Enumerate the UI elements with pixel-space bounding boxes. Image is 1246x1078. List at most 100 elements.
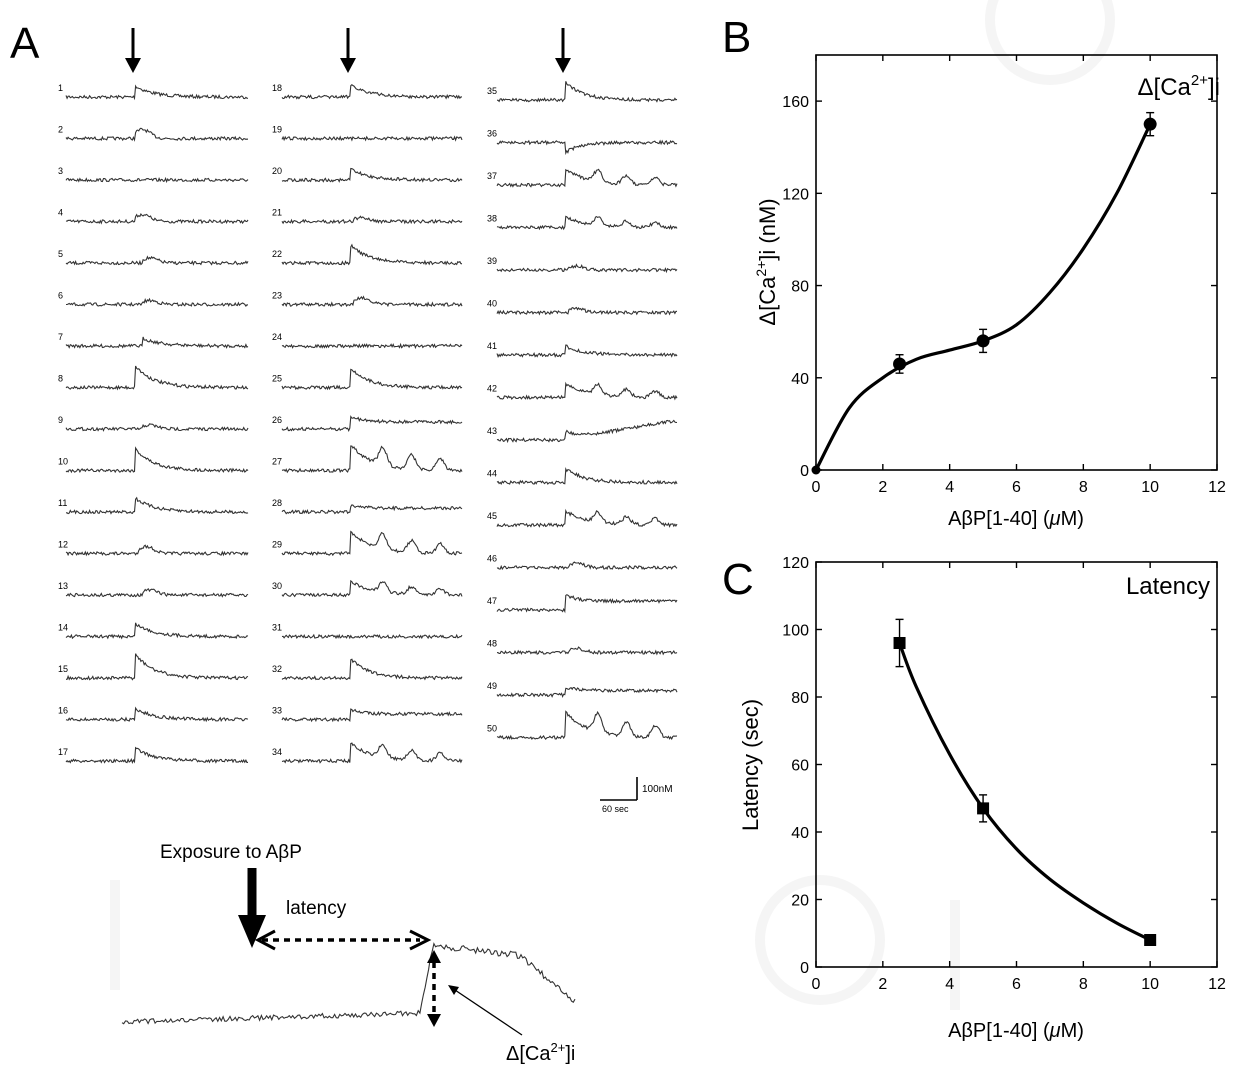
x-tick-label: 2 bbox=[878, 479, 887, 496]
trace-line bbox=[65, 746, 248, 765]
chart-c-x-axis-label: AβP[1-40] (μM) bbox=[948, 1020, 1084, 1042]
trace-label: 26 bbox=[272, 415, 282, 425]
y-tick-label: 60 bbox=[791, 758, 809, 775]
x-tick-label: 0 bbox=[812, 976, 821, 993]
trace-label: 17 bbox=[58, 747, 68, 757]
trace-label: 33 bbox=[272, 706, 282, 716]
trace-line bbox=[65, 336, 249, 349]
trace-label: 43 bbox=[487, 426, 497, 436]
example-trace bbox=[121, 942, 576, 1025]
trace-label: 37 bbox=[487, 171, 497, 181]
trace-line bbox=[496, 561, 678, 571]
trace-label: 4 bbox=[58, 208, 63, 218]
chart-b-title: Δ[Ca2+]i bbox=[1138, 72, 1221, 101]
trace-label: 31 bbox=[272, 623, 282, 633]
y-tick-label: 0 bbox=[800, 960, 809, 977]
stimulus-arrow-icon bbox=[555, 28, 571, 73]
trace-line bbox=[281, 368, 463, 391]
trace-label: 48 bbox=[487, 639, 497, 649]
scale-bar: 100nM 60 sec bbox=[600, 777, 673, 814]
latency-double-arrow bbox=[254, 929, 432, 951]
trace-label: 8 bbox=[58, 374, 63, 384]
trace-line bbox=[281, 530, 463, 557]
chart-b-points bbox=[811, 111, 1157, 475]
trace-label: 12 bbox=[58, 540, 68, 550]
delta-ca-pointer bbox=[451, 987, 523, 1036]
trace-line bbox=[496, 594, 678, 614]
x-tick-label: 8 bbox=[1079, 976, 1088, 993]
trace-line bbox=[66, 653, 249, 681]
trace-line bbox=[281, 658, 463, 681]
trace-label: 47 bbox=[487, 596, 497, 606]
y-tick-label: 80 bbox=[791, 279, 809, 296]
trace-line bbox=[65, 176, 249, 184]
trace-line bbox=[496, 168, 678, 188]
trace-label: 20 bbox=[272, 166, 282, 176]
trace-line bbox=[496, 508, 678, 528]
trace-label: 30 bbox=[272, 581, 282, 591]
latency-schematic: Exposure to AβP latency Δ[Ca2+]i bbox=[121, 842, 576, 1065]
trace-label: 36 bbox=[487, 129, 497, 139]
trace-label: 13 bbox=[58, 581, 68, 591]
trace-label: 41 bbox=[487, 341, 497, 351]
x-tick-label: 6 bbox=[1012, 479, 1021, 496]
data-point bbox=[976, 334, 990, 348]
scale-bar-horizontal-label: 60 sec bbox=[602, 804, 629, 814]
trace-line bbox=[496, 306, 678, 316]
y-tick-label: 120 bbox=[782, 186, 809, 203]
chart-c-title: Latency bbox=[1126, 573, 1210, 600]
trace-label: 32 bbox=[272, 664, 282, 674]
x-tick-label: 12 bbox=[1208, 976, 1226, 993]
trace-line bbox=[281, 504, 463, 515]
trace-line bbox=[65, 588, 249, 598]
trace-line bbox=[496, 344, 678, 359]
x-tick-label: 0 bbox=[812, 479, 821, 496]
trace-line bbox=[281, 135, 463, 142]
chart-c-y-axis-label: Latency (sec) bbox=[738, 699, 763, 831]
trace-line bbox=[281, 167, 463, 183]
trace-label: 11 bbox=[58, 498, 67, 508]
trace-label: 40 bbox=[487, 299, 497, 309]
trace-line bbox=[281, 708, 463, 723]
trace-label: 7 bbox=[58, 332, 63, 342]
panel-c-label: C bbox=[722, 555, 754, 604]
trace-line bbox=[496, 381, 678, 401]
y-tick-label: 0 bbox=[800, 463, 809, 480]
trace-line bbox=[281, 83, 462, 100]
trace-label: 23 bbox=[272, 291, 282, 301]
trace-column: 35 36 37 38 39 40 41 42 43 44 45 46 47 48 49 50 bbox=[487, 81, 678, 741]
trace-label: 18 bbox=[272, 83, 282, 93]
trace-label: 22 bbox=[272, 249, 282, 259]
trace-label: 46 bbox=[487, 554, 497, 564]
trace-line bbox=[66, 297, 249, 308]
trace-line bbox=[281, 633, 463, 640]
trace-line bbox=[496, 710, 678, 741]
delta-ca-double-arrow bbox=[427, 950, 441, 1027]
trace-label: 2 bbox=[58, 125, 63, 135]
trace-line bbox=[496, 646, 678, 656]
trace-line bbox=[281, 579, 463, 598]
chart-b-x-axis-label: AβP[1-40] (μM) bbox=[948, 508, 1084, 530]
trace-label: 39 bbox=[487, 256, 497, 266]
chart-b-fit-curve bbox=[814, 123, 1152, 471]
data-point bbox=[893, 637, 906, 649]
data-point bbox=[893, 357, 907, 371]
trace-label: 1 bbox=[58, 83, 63, 93]
y-tick-label: 20 bbox=[791, 893, 809, 910]
trace-label: 44 bbox=[487, 469, 497, 479]
x-tick-label: 8 bbox=[1079, 479, 1088, 496]
trace-line bbox=[496, 466, 678, 486]
x-tick-label: 10 bbox=[1141, 479, 1159, 496]
trace-label: 38 bbox=[487, 214, 497, 224]
trace-line bbox=[496, 263, 678, 274]
data-point bbox=[811, 465, 821, 475]
trace-line bbox=[65, 127, 249, 142]
x-tick-label: 4 bbox=[945, 479, 954, 496]
y-tick-label: 160 bbox=[782, 94, 809, 111]
trace-label: 6 bbox=[58, 291, 63, 301]
trace-line bbox=[281, 415, 463, 432]
